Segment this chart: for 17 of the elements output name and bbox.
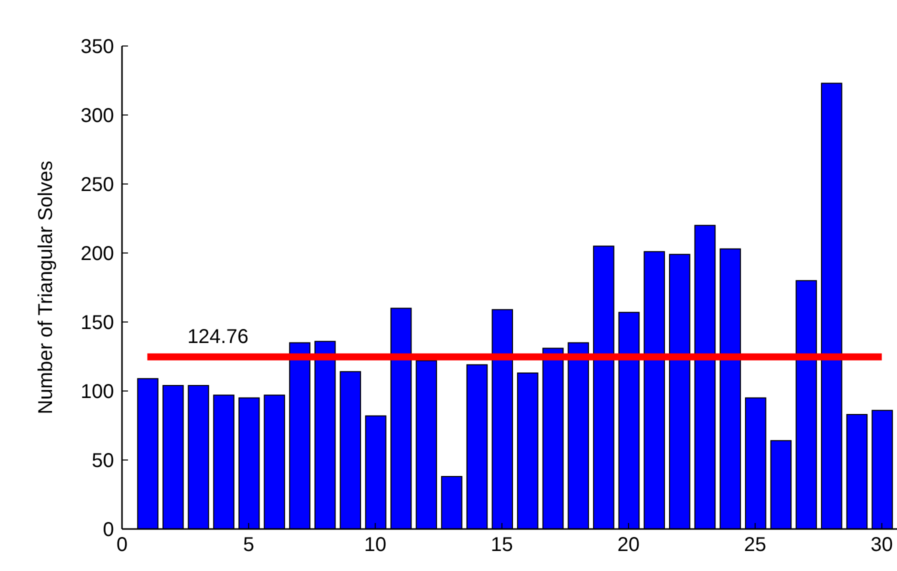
x-tick-label: 0 — [116, 534, 128, 556]
x-tick-label: 10 — [364, 534, 386, 556]
x-tick-label: 20 — [617, 534, 640, 556]
x-tick-label: 25 — [744, 534, 766, 556]
y-tick-label: 200 — [80, 243, 114, 266]
x-tick-label: 5 — [243, 534, 254, 556]
x-tick-label: 30 — [870, 534, 893, 556]
y-tick-label: 250 — [80, 174, 114, 196]
x-tick-label: 15 — [490, 534, 514, 556]
y-tick-label: 0 — [102, 519, 114, 542]
y-axis-title: Number of Triangular Solves — [35, 160, 58, 414]
ref-line-label: 124.76 — [187, 326, 248, 348]
y-tick-label: 350 — [80, 36, 114, 58]
y-tick-label: 50 — [92, 450, 114, 472]
y-tick-label: 150 — [80, 312, 114, 334]
y-tick-label: 300 — [80, 105, 114, 128]
y-tick-label: 100 — [80, 381, 114, 404]
